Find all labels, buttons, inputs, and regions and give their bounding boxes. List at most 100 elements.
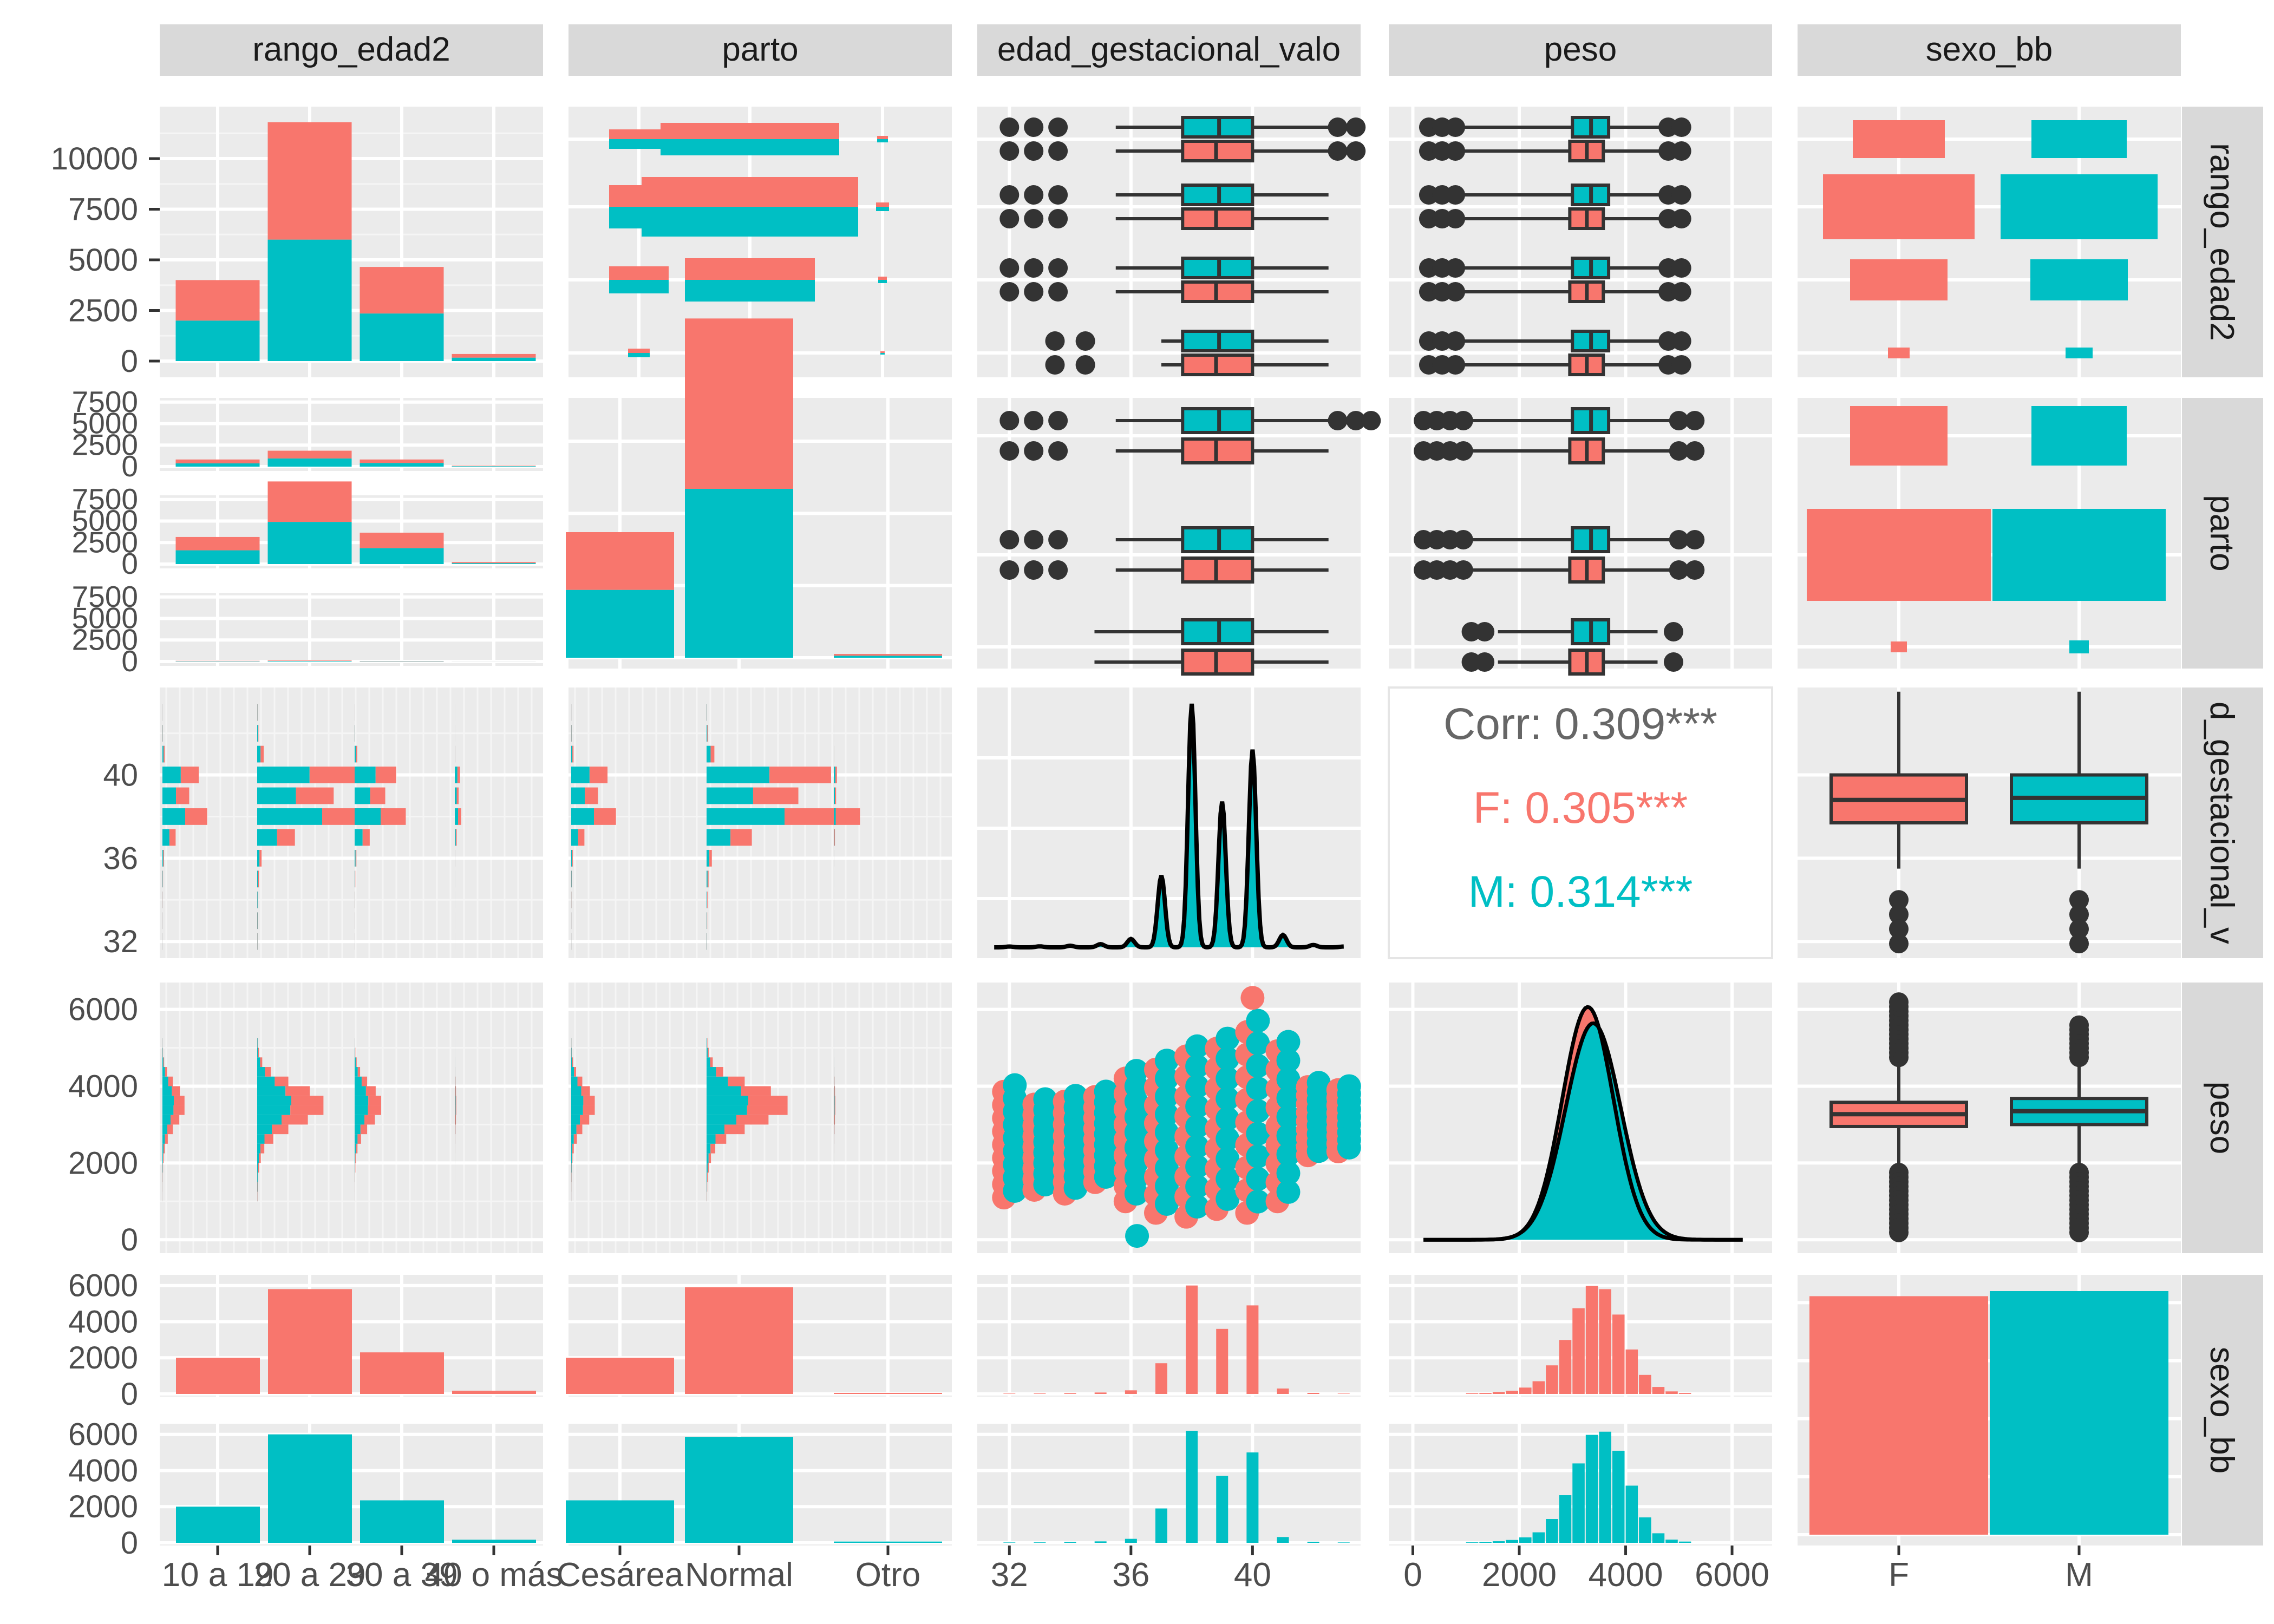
strip-top-label: sexo_bb bbox=[1926, 31, 2053, 68]
histbar-sexo-gest-M bbox=[1337, 1542, 1350, 1543]
bar-sexo-parto-M bbox=[834, 1541, 942, 1543]
scatter-point-M bbox=[1276, 1105, 1301, 1129]
histbar-peso-M bbox=[162, 1096, 174, 1105]
outlier-point bbox=[1671, 282, 1691, 302]
histbar-peso-M bbox=[571, 1134, 574, 1144]
outlier-point bbox=[1346, 411, 1366, 430]
histbar-sexo-gest-M bbox=[1064, 1542, 1076, 1543]
histbar-sexo-gest-M bbox=[1125, 1538, 1137, 1543]
strip-top-parto bbox=[568, 24, 952, 76]
histbar-gest-M bbox=[162, 829, 169, 846]
histbar-peso-F bbox=[724, 1124, 745, 1135]
histbar-sexo-peso-F bbox=[1678, 1393, 1691, 1394]
outlier-point bbox=[1446, 185, 1466, 205]
histbar-gest-M bbox=[834, 808, 836, 825]
histbar-sexo-gest-M bbox=[1094, 1541, 1107, 1543]
outlier-point bbox=[999, 411, 1020, 430]
outlier-point bbox=[1346, 117, 1366, 137]
tile-F-Normal bbox=[685, 258, 815, 280]
histbar-sexo-gest-F bbox=[1064, 1393, 1076, 1394]
tile-F-Otro bbox=[878, 277, 887, 280]
histbar-peso-M bbox=[257, 1143, 260, 1154]
histbar-peso-M bbox=[707, 1096, 748, 1105]
strip-top-label: parto bbox=[722, 31, 798, 68]
histbar-gest-F bbox=[162, 870, 164, 888]
histbar-sexo-peso-F bbox=[1479, 1393, 1492, 1394]
histbar-peso-F bbox=[581, 1086, 590, 1096]
bar-rango-F-40 o más bbox=[452, 353, 536, 358]
strip-right-peso bbox=[2182, 983, 2263, 1253]
histbar-peso-F bbox=[455, 1115, 456, 1125]
outlier-point bbox=[1446, 117, 1466, 137]
histbar-peso-F bbox=[748, 1096, 788, 1105]
ytick-label-parto-facet: 7500 bbox=[72, 482, 138, 516]
histbar-peso-M bbox=[162, 1086, 172, 1096]
outlier-point bbox=[1446, 331, 1466, 351]
bar-rango-M-10 a 19 bbox=[175, 320, 260, 361]
density-line-M bbox=[1423, 1021, 1743, 1242]
bar-rango-M-20 a 29 bbox=[267, 239, 352, 361]
bar-facet-M bbox=[267, 458, 352, 467]
outlier-point bbox=[2069, 1222, 2089, 1242]
histbar-gest-M bbox=[571, 767, 590, 783]
histbar-gest-F bbox=[769, 767, 831, 783]
bar-sexo-parto-M bbox=[566, 1500, 674, 1543]
outlier-point bbox=[1446, 141, 1466, 161]
scatter-point-M bbox=[1276, 1049, 1301, 1073]
histbar-gest-F bbox=[730, 829, 752, 846]
histbar-peso-M bbox=[162, 1047, 163, 1058]
bar-facet-F bbox=[267, 660, 352, 662]
histbar-sexo-gest-M bbox=[1155, 1508, 1167, 1543]
corr-F-text: F: 0.305*** bbox=[1473, 783, 1688, 833]
histbar-sexo-gest-F bbox=[1094, 1392, 1107, 1394]
tile-M-Cesárea bbox=[628, 353, 650, 357]
histbar-peso-M bbox=[257, 1134, 265, 1144]
scatter-point-M bbox=[1033, 1087, 1057, 1111]
histbar-peso-F bbox=[275, 1076, 289, 1086]
histbar-peso-F bbox=[368, 1096, 381, 1105]
histbar-gest-F bbox=[585, 787, 598, 804]
ytick-label-rango: 2500 bbox=[68, 293, 138, 329]
bar-parto-M-Otro bbox=[834, 656, 942, 658]
tile-sexo-F bbox=[1823, 174, 1975, 239]
bar-facet-F bbox=[267, 450, 352, 459]
histbar-peso-F bbox=[580, 1115, 590, 1125]
histbar-gest-M bbox=[571, 850, 572, 867]
xtick-label-rango_edad2: 30 a 39 bbox=[346, 1556, 458, 1594]
histbar-peso-F bbox=[291, 1096, 324, 1105]
histbar-gest-F bbox=[707, 912, 708, 929]
histbar-peso-F bbox=[707, 1173, 708, 1182]
scatter-point-M bbox=[1185, 1114, 1210, 1138]
histbar-sexo-peso-F bbox=[1639, 1374, 1651, 1394]
outlier-point bbox=[999, 209, 1020, 228]
histbar-gest-M bbox=[707, 745, 711, 763]
outlier-point bbox=[1048, 209, 1068, 228]
xtick-label-sexo_bb: M bbox=[2065, 1556, 2093, 1594]
histbar-gest-F bbox=[362, 829, 370, 846]
histbar-gest-M bbox=[707, 767, 770, 783]
tile-sexo-F bbox=[1853, 120, 1945, 158]
scatter-point-M bbox=[1185, 1034, 1210, 1058]
ytick-label-parto-facet: 5000 bbox=[72, 504, 138, 538]
outlier-point bbox=[1075, 331, 1095, 351]
bar-sexo-rango-F bbox=[452, 1390, 536, 1394]
histbar-peso-F bbox=[716, 1067, 723, 1077]
scatter-point-M bbox=[1216, 1066, 1240, 1091]
histbar-peso-F bbox=[710, 1143, 716, 1154]
histbar-peso-M bbox=[571, 1163, 572, 1173]
histbar-gest-M bbox=[257, 891, 258, 908]
outlier-point bbox=[1475, 622, 1495, 641]
histbar-peso-F bbox=[264, 1134, 273, 1144]
strip-right-label: sexo_bb bbox=[2203, 1347, 2240, 1474]
histbar-peso-F bbox=[260, 1057, 263, 1068]
histbar-sexo-peso-F bbox=[1652, 1387, 1665, 1394]
xtick-label-parto: Normal bbox=[685, 1556, 793, 1594]
outlier-point bbox=[1669, 560, 1689, 580]
histbar-peso-M bbox=[257, 1105, 291, 1115]
histbar-gest-F bbox=[835, 808, 838, 825]
histbar-gest-M bbox=[455, 808, 458, 825]
histbar-peso-M bbox=[707, 1067, 716, 1077]
histbar-peso-M bbox=[162, 1163, 163, 1173]
histbar-sexo-peso-M bbox=[1639, 1517, 1651, 1543]
bar-parto-F-Cesárea bbox=[566, 532, 674, 590]
